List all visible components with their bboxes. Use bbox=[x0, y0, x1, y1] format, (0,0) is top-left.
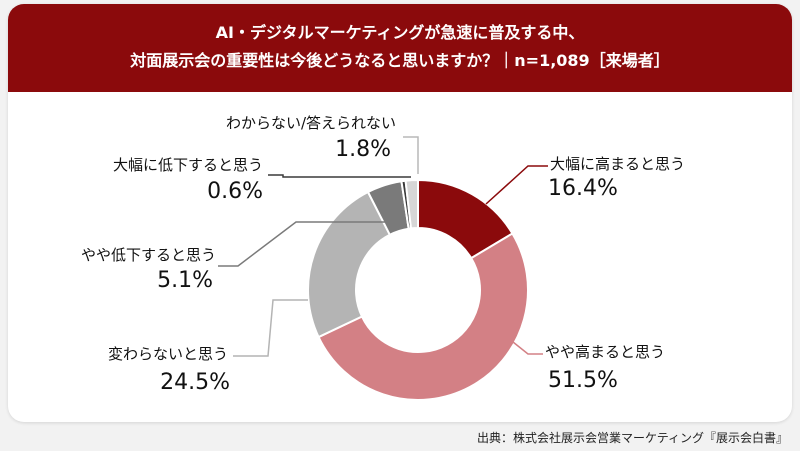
donut-slice bbox=[317, 232, 529, 401]
slice-value-label: 51.5% bbox=[548, 368, 618, 393]
leader-line bbox=[233, 299, 308, 357]
slice-label: やや高まると思う bbox=[545, 343, 665, 361]
leader-line bbox=[268, 174, 411, 178]
slice-label: 大幅に低下すると思う bbox=[113, 156, 263, 174]
donut-slice bbox=[307, 190, 392, 339]
slice-label: わからない/答えられない bbox=[226, 114, 396, 132]
slice-value-label: 24.5% bbox=[160, 370, 230, 395]
chart-title-line-1: AI・デジタルマーケティングが急速に普及する中、 bbox=[215, 23, 585, 42]
leader-line bbox=[218, 221, 388, 267]
slice-value-label: 0.6% bbox=[207, 179, 263, 204]
leader-line bbox=[403, 136, 419, 174]
donut-chart: 大幅に高まると思う 16.4% やや高まると思う 51.5% 変わらないと思う 24.5%… bbox=[81, 114, 685, 401]
leader-line bbox=[485, 165, 548, 205]
slice-label: 変わらないと思う bbox=[108, 345, 228, 363]
leader-line bbox=[512, 341, 543, 355]
chart-header: AI・デジタルマーケティングが急速に普及する中、 対面展示会の重要性は今後どうな… bbox=[8, 4, 792, 92]
slice-value-label: 16.4% bbox=[548, 176, 618, 201]
slice-label: 大幅に高まると思う bbox=[550, 155, 685, 173]
chart-title-line-2: 対面展示会の重要性は今後どうなると思いますか？｜n=1,089［来場者］ bbox=[130, 51, 670, 70]
slice-value-label: 5.1% bbox=[157, 268, 213, 293]
chart-card: AI・デジタルマーケティングが急速に普及する中、 対面展示会の重要性は今後どうな… bbox=[8, 4, 792, 422]
donut-slice bbox=[404, 178, 419, 230]
source-credit: 出典：株式会社展示会営業マーケティング『展示会白書』 bbox=[476, 431, 788, 445]
slice-value-label: 1.8% bbox=[335, 137, 391, 162]
slice-label: やや低下すると思う bbox=[81, 246, 216, 264]
